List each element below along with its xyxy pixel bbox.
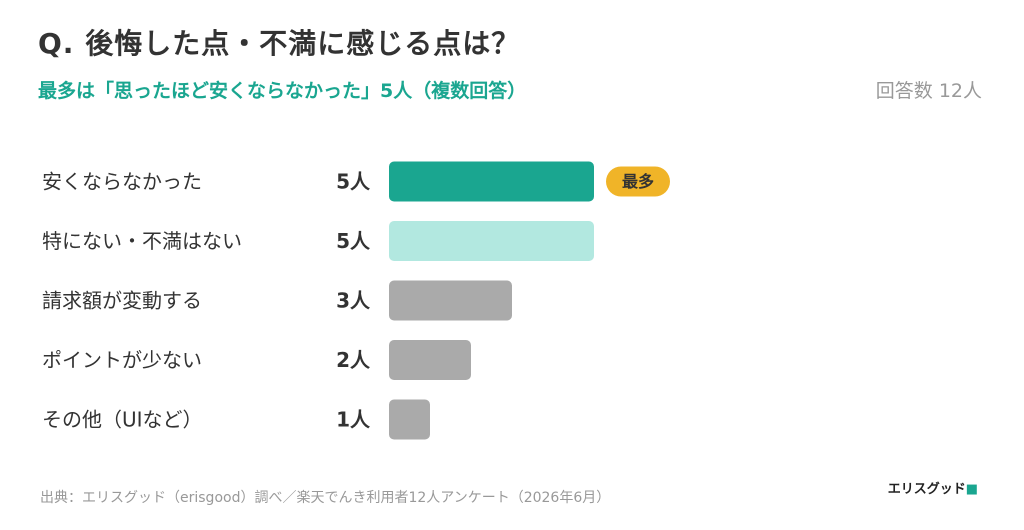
category-label: ポイントが少ない <box>42 348 202 372</box>
value-label: 5人 <box>336 229 371 253</box>
chart-subtitle: 最多は「思ったほど安くならなかった」5人（複数回答） <box>38 80 527 102</box>
logo-mark: ■ <box>965 482 978 497</box>
value-label: 5人 <box>336 170 371 194</box>
bar <box>389 340 471 380</box>
value-label: 3人 <box>336 289 371 313</box>
bar <box>389 280 512 321</box>
category-label: 請求額が変動する <box>42 289 202 313</box>
value-label: 2人 <box>336 348 371 372</box>
badge <box>606 166 670 197</box>
bar <box>389 161 594 202</box>
source-note: 出典：エリスグッド（erisgood）調べ／楽天でんき利用者12人アンケート（2… <box>40 490 611 506</box>
chart-title: Q. 後悔した点・不満に感じる点は？ <box>38 27 521 60</box>
bar <box>389 221 594 261</box>
category-label: 特にない・不満はない <box>42 229 242 253</box>
badge-label: 最多 <box>622 172 654 191</box>
brand-logo: エリスグッド■ <box>887 482 978 497</box>
category-label: 安くならなかった <box>42 170 202 194</box>
category-label: その他（UIなど） <box>42 408 203 432</box>
value-label: 1人 <box>336 408 371 432</box>
respondent-count: 回答数 12人 <box>875 80 982 102</box>
bar <box>389 399 430 440</box>
